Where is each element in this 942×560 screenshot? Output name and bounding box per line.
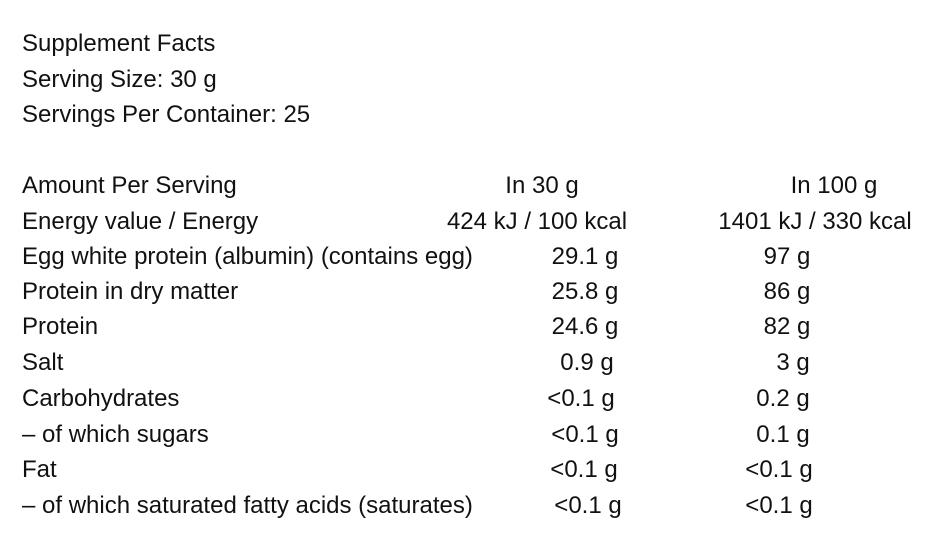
cell: <0.1 g bbox=[554, 492, 622, 519]
cell: 0.9 g bbox=[560, 349, 614, 376]
cell: 24.6 g bbox=[551, 313, 619, 340]
column-header: In 30 g bbox=[505, 172, 579, 199]
cell: <0.1 g bbox=[547, 385, 615, 412]
cell: 29.1 g bbox=[551, 243, 619, 270]
cell: 0.1 g bbox=[756, 421, 810, 448]
row-label: – of which sugars bbox=[22, 421, 209, 448]
column-header: In 100 g bbox=[790, 172, 878, 199]
cell: 424 kJ / 100 kcal bbox=[446, 208, 628, 235]
cell: 1401 kJ / 330 kcal bbox=[718, 208, 912, 235]
serving-size: Serving Size: 30 g bbox=[22, 66, 217, 93]
row-label: – of which saturated fatty acids (satura… bbox=[22, 492, 473, 519]
cell: 25.8 g bbox=[551, 278, 619, 305]
cell: 97 g bbox=[763, 243, 811, 270]
title: Supplement Facts bbox=[22, 30, 216, 57]
row-label: Protein in dry matter bbox=[22, 278, 239, 305]
row-label: Energy value / Energy bbox=[22, 208, 259, 235]
cell: 86 g bbox=[763, 278, 811, 305]
cell: <0.1 g bbox=[745, 456, 813, 483]
row-label: Protein bbox=[22, 313, 99, 340]
row-label: Egg white protein (albumin) (contains eg… bbox=[22, 243, 473, 270]
row-label: Fat bbox=[22, 456, 57, 483]
cell: <0.1 g bbox=[551, 421, 619, 448]
cell: 3 g bbox=[776, 349, 810, 376]
row-label: Salt bbox=[22, 349, 64, 376]
cell: <0.1 g bbox=[745, 492, 813, 519]
cell: <0.1 g bbox=[550, 456, 618, 483]
cell: 0.2 g bbox=[756, 385, 810, 412]
column-header: Amount Per Serving bbox=[22, 172, 237, 199]
cell: 82 g bbox=[763, 313, 811, 340]
row-label: Carbohydrates bbox=[22, 385, 180, 412]
servings-per-container: Servings Per Container: 25 bbox=[22, 101, 311, 128]
